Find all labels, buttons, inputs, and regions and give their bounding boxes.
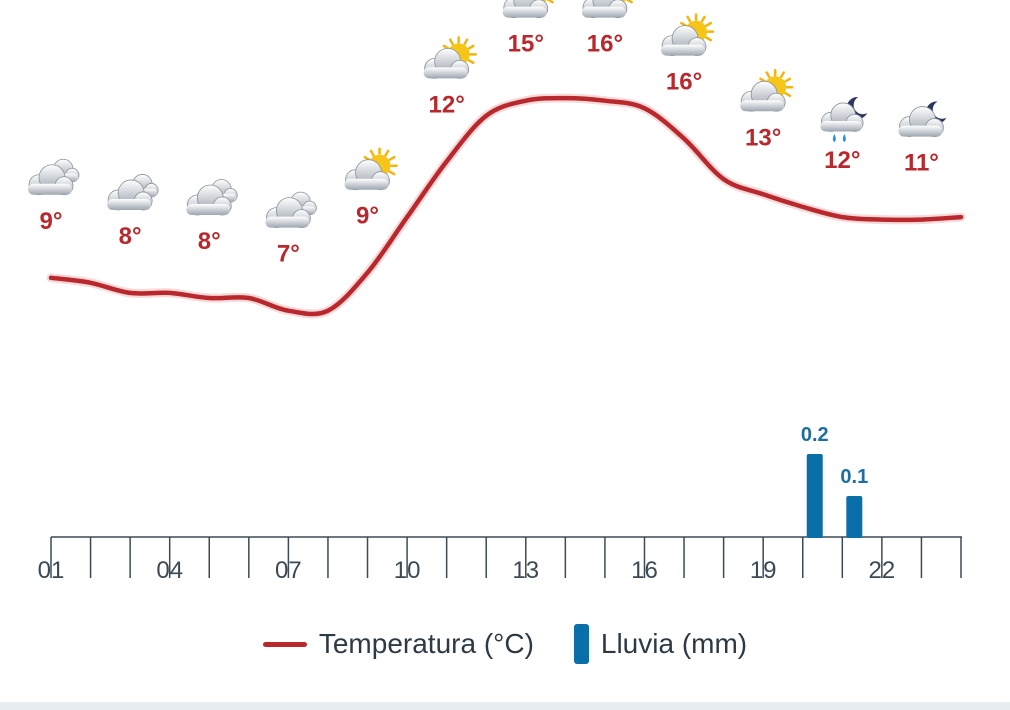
temperature-label: 13° xyxy=(745,124,781,151)
temperature-label: 12° xyxy=(824,147,860,174)
x-tick-label: 16 xyxy=(631,557,658,584)
footer-strip xyxy=(0,702,1010,710)
temperature-label: 12° xyxy=(429,91,465,118)
cloudy-icon xyxy=(107,174,159,211)
rain-bar xyxy=(846,496,863,538)
partly-sunny-icon xyxy=(423,36,477,79)
cloudy-icon xyxy=(265,191,317,229)
x-tick-label: 04 xyxy=(156,557,183,584)
cloudy-icon xyxy=(28,158,80,196)
temperature-line-swatch xyxy=(262,641,307,647)
partly-sunny-icon xyxy=(344,147,398,191)
rain-bar xyxy=(806,454,823,538)
legend-label-rain: Lluvia (mm) xyxy=(600,628,748,659)
x-tick-label: 13 xyxy=(512,557,539,584)
legend-label-temperature: Temperatura (°C) xyxy=(318,628,534,659)
partly-sunny-icon xyxy=(661,13,715,57)
x-tick-label: 10 xyxy=(394,557,421,584)
temperature-label: 7° xyxy=(277,241,300,268)
temperature-label: 9° xyxy=(40,208,63,235)
temperature-label: 8° xyxy=(198,228,221,255)
temperature-label: 8° xyxy=(119,223,142,250)
rain-night-icon xyxy=(820,97,868,143)
temperature-label: 16° xyxy=(666,69,702,96)
partly-sunny-icon xyxy=(581,0,633,19)
x-tick-label: 07 xyxy=(275,557,302,584)
cloudy-night-icon xyxy=(898,101,947,137)
rain-value-label: 0.2 xyxy=(801,424,829,446)
partly-sunny-icon xyxy=(502,0,554,19)
temperature-label: 15° xyxy=(508,31,544,58)
rain-value-label: 0.1 xyxy=(840,466,868,488)
x-tick-label: 22 xyxy=(869,557,896,584)
cloudy-icon xyxy=(186,179,238,216)
chart-legend: Temperatura (°C) Lluvia (mm) xyxy=(0,618,1010,670)
legend-item-temperature[interactable]: Temperatura (°C) xyxy=(262,628,534,660)
legend-item-rain[interactable]: Lluvia (mm) xyxy=(573,624,748,664)
x-tick-label: 19 xyxy=(750,557,777,584)
temperature-label: 9° xyxy=(356,203,379,230)
temperature-label: 16° xyxy=(587,31,623,58)
partly-sunny-icon xyxy=(740,69,794,112)
temperature-line xyxy=(48,95,964,317)
temperature-label: 11° xyxy=(904,150,939,177)
rain-bar-swatch xyxy=(573,624,589,664)
x-tick-label: 01 xyxy=(38,557,65,584)
